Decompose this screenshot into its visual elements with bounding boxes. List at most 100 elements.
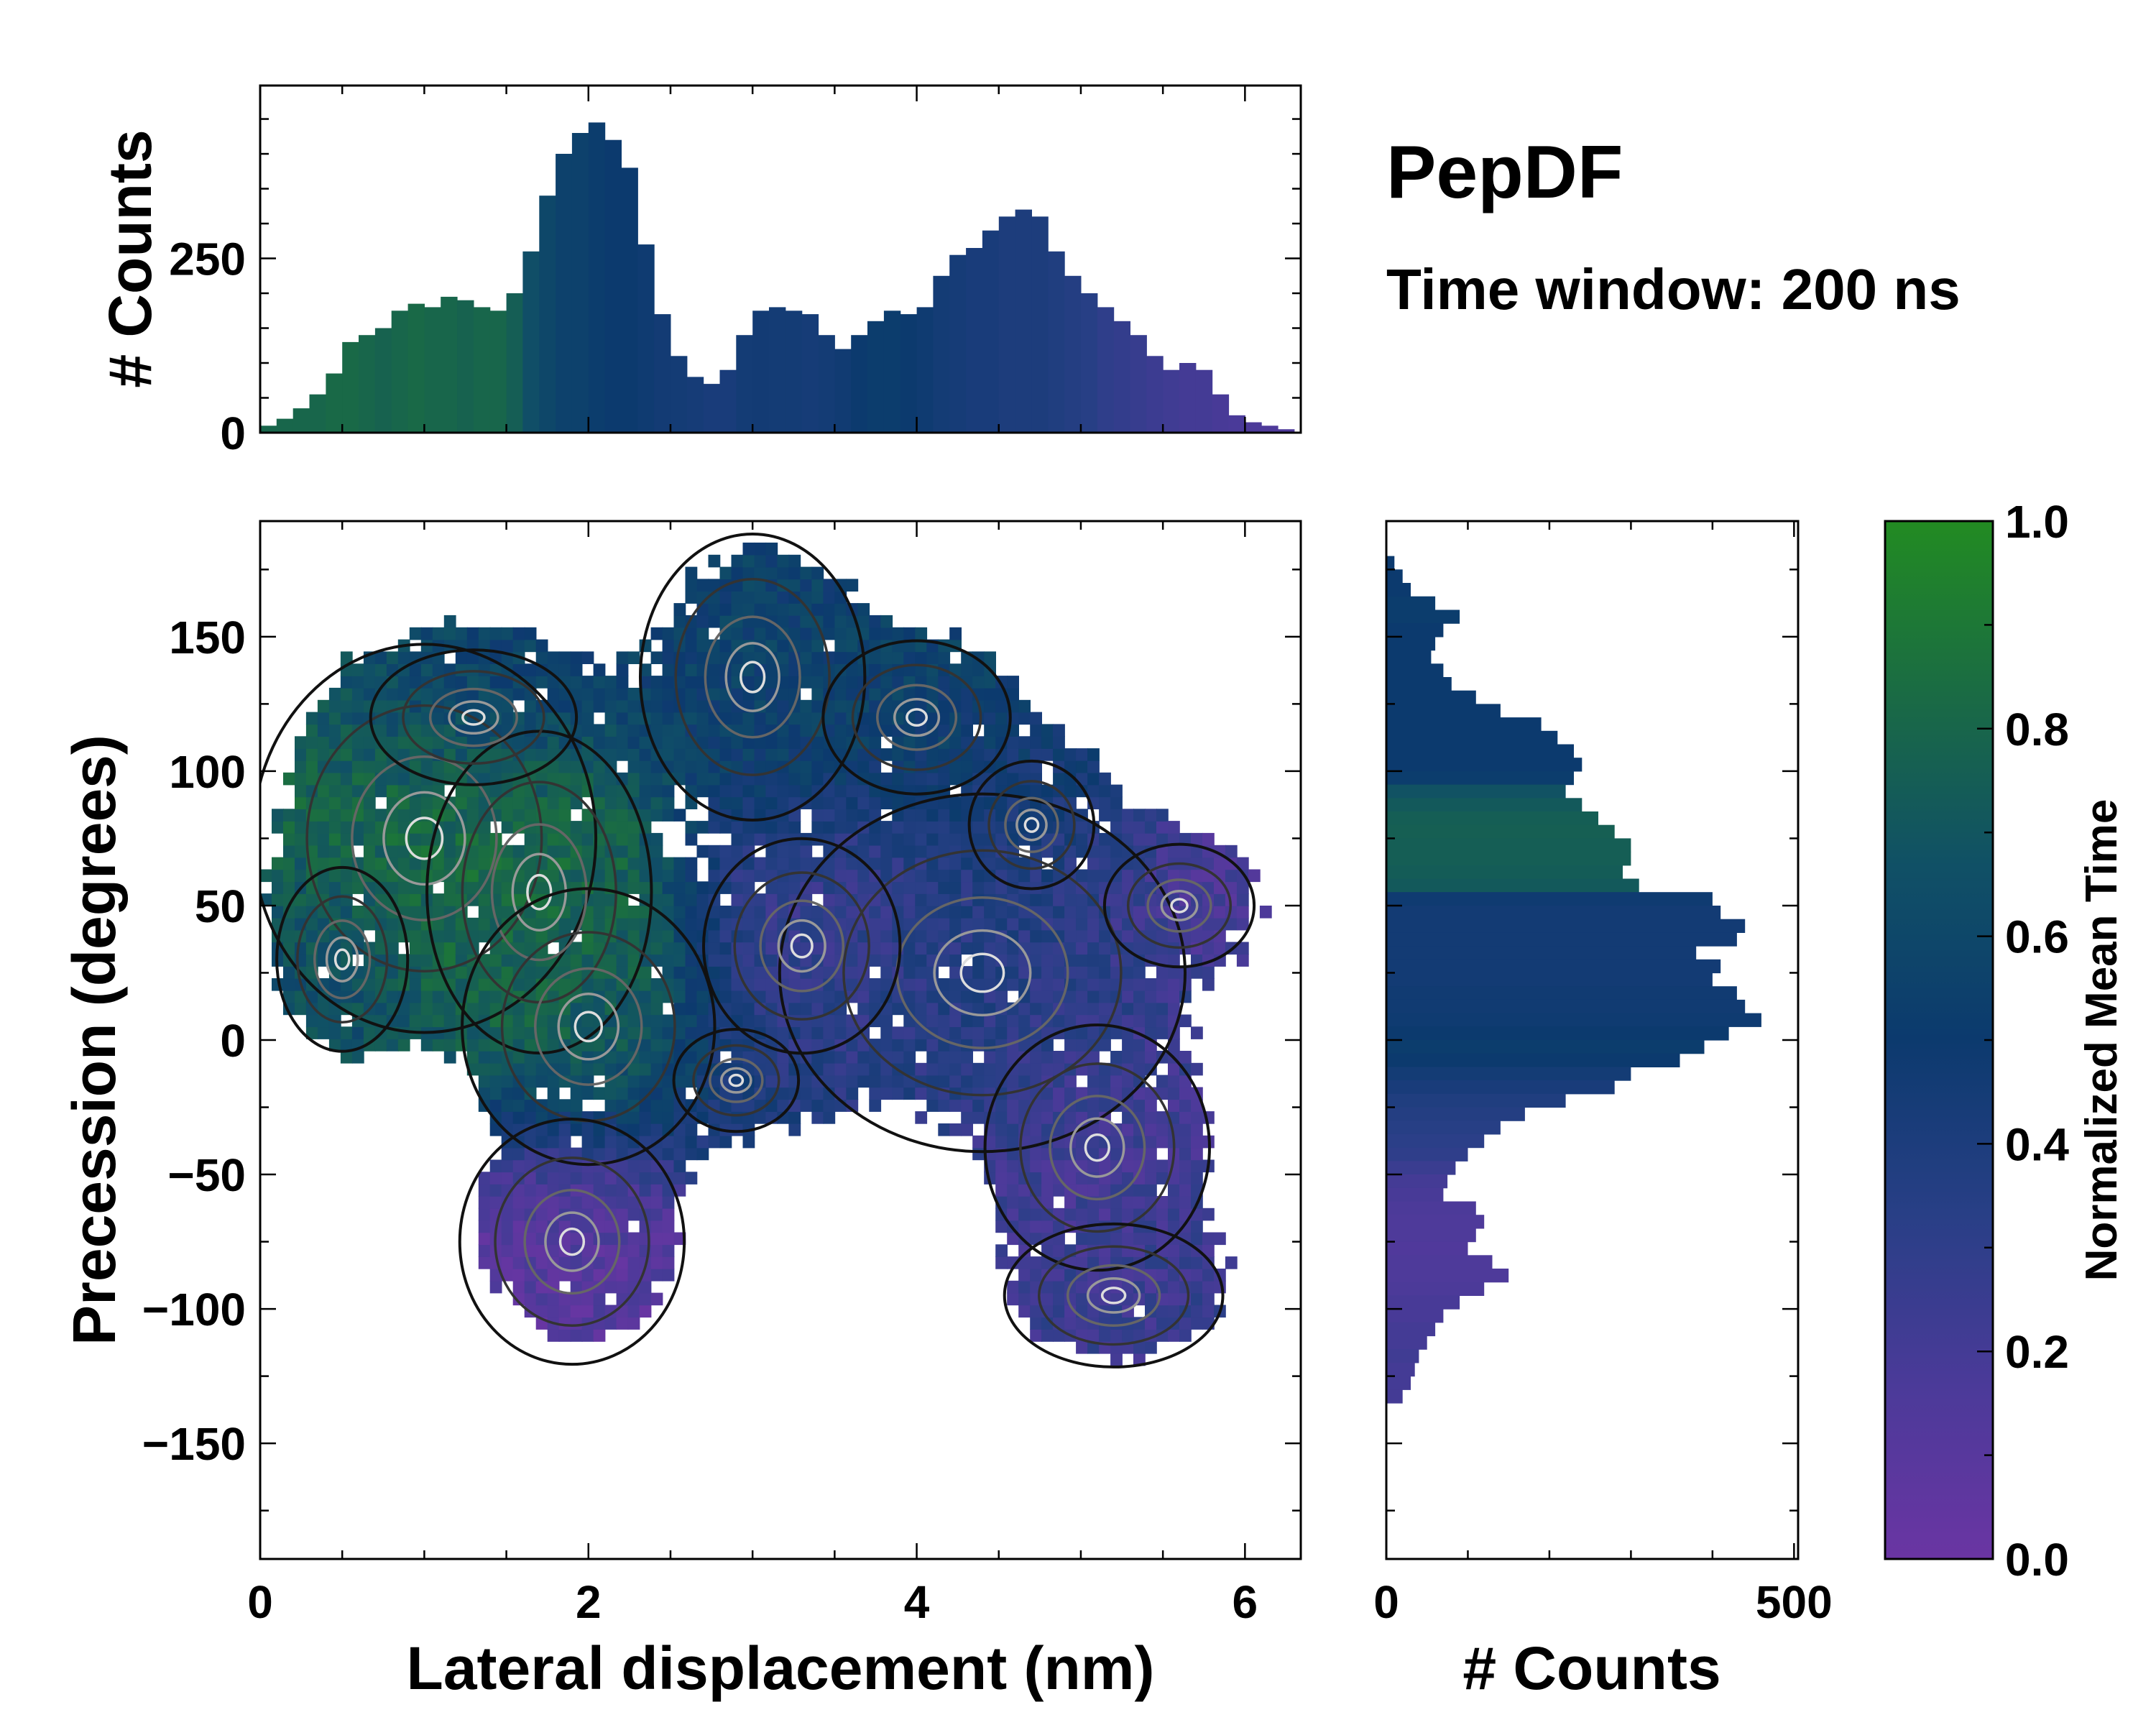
heatmap-cell (1053, 906, 1065, 919)
heatmap-cell (892, 1087, 905, 1100)
right-histogram-bar (1386, 663, 1444, 678)
heatmap-cell (1076, 1002, 1088, 1016)
top-histogram-bar (752, 310, 770, 433)
heatmap-cell (604, 893, 617, 906)
heatmap-cell (673, 1026, 686, 1039)
right-histogram-bar (1386, 556, 1395, 570)
heatmap-cell (719, 784, 732, 798)
heatmap-cell (880, 1026, 893, 1039)
heatmap-cell (708, 724, 721, 737)
heatmap-cell (397, 1039, 410, 1052)
heatmap-cell (581, 942, 594, 955)
heatmap-cell (731, 845, 744, 858)
heatmap-cell (351, 712, 364, 725)
heatmap-cell (524, 627, 537, 640)
heatmap-cell (903, 687, 916, 701)
heatmap-cell (834, 772, 847, 786)
heatmap-cell (742, 796, 755, 809)
heatmap-cell (880, 676, 893, 689)
heatmap-cell (880, 966, 893, 979)
heatmap-cell (1110, 1353, 1123, 1366)
heatmap-cell (627, 954, 640, 967)
heatmap-cell (1145, 832, 1157, 846)
heatmap-cell (1076, 1099, 1088, 1112)
contour-line (534, 967, 643, 1086)
heatmap-cell (926, 1075, 939, 1088)
heatmap-cell (903, 736, 916, 749)
top-histogram-bar (982, 230, 1000, 433)
heatmap-cell (317, 1026, 330, 1039)
heatmap-cell (420, 663, 433, 676)
heatmap-cell (340, 881, 353, 894)
heatmap-cell (1110, 1014, 1123, 1028)
heatmap-cell (386, 651, 399, 664)
heatmap-cell (524, 1026, 537, 1039)
contour-line (704, 615, 801, 739)
heatmap-cell (455, 929, 468, 943)
heatmap-cell (420, 990, 433, 1003)
heatmap-cell (869, 978, 882, 991)
heatmap-cell (547, 1196, 560, 1209)
heatmap-cell (961, 966, 973, 979)
heatmap-cell (524, 1014, 537, 1028)
top-hist-y-label: # Counts (96, 129, 164, 387)
heatmap-cell (1053, 966, 1065, 979)
heatmap-cell (627, 1317, 640, 1330)
heatmap-cell (466, 663, 479, 676)
heatmap-cell (765, 542, 778, 556)
heatmap-cell (512, 1196, 525, 1209)
heatmap-cell (696, 615, 709, 628)
heatmap-cell (972, 906, 985, 919)
right-histogram-bar (1386, 1133, 1485, 1149)
heatmap-cell (593, 1087, 606, 1100)
heatmap-cell (558, 1329, 571, 1342)
heatmap-cell (1156, 1014, 1169, 1028)
heatmap-cell (1041, 929, 1054, 943)
heatmap-cell (466, 881, 479, 894)
heatmap-cell (1133, 857, 1146, 870)
heatmap-cell (662, 663, 675, 676)
heatmap-cell (961, 1062, 973, 1076)
heatmap-cell (1179, 1111, 1192, 1124)
heatmap-cell (1007, 736, 1019, 749)
heatmap-cell (639, 1305, 652, 1318)
heatmap-cell (915, 821, 928, 834)
heatmap-cell (719, 942, 732, 955)
heatmap-cell (317, 699, 330, 713)
heatmap-cell (811, 990, 824, 1003)
heatmap-cell (1018, 699, 1031, 713)
heatmap-cell (673, 1184, 686, 1197)
heatmap-cell (1145, 942, 1157, 955)
heatmap-cell (1133, 942, 1146, 955)
right-histogram-bar (1386, 1107, 1525, 1121)
heatmap-cell (1179, 1099, 1192, 1112)
heatmap-cell (708, 784, 721, 798)
heatmap-cell (777, 615, 790, 628)
right-histogram-bar (1386, 906, 1721, 920)
heatmap-cell (1122, 929, 1134, 943)
heatmap-cell (558, 954, 571, 967)
heatmap-cell (719, 772, 732, 786)
heatmap-cell (1133, 966, 1146, 979)
heatmap-cell (800, 906, 813, 919)
right-histogram-bar (1386, 1053, 1680, 1067)
heatmap-cell (1191, 1269, 1203, 1282)
heatmap-cell (547, 1051, 560, 1064)
heatmap-cell (834, 736, 847, 749)
heatmap-cell (1076, 1292, 1088, 1306)
heatmap-cell (397, 881, 410, 894)
heatmap-cell (593, 1172, 606, 1184)
heatmap-cell (915, 881, 928, 894)
heatmap-cell (949, 978, 962, 991)
heatmap-cell (1076, 1341, 1088, 1354)
heatmap-cell (662, 1026, 675, 1039)
heatmap-cell (742, 566, 755, 580)
heatmap-cell (995, 942, 1008, 955)
heatmap-cell (765, 796, 778, 809)
heatmap-cell (340, 821, 353, 834)
heatmap-cell (512, 881, 525, 894)
heatmap-cell (1225, 845, 1238, 858)
heatmap-cell (639, 809, 652, 822)
top-histogram-bar (671, 356, 688, 433)
heatmap-cell (846, 917, 859, 931)
